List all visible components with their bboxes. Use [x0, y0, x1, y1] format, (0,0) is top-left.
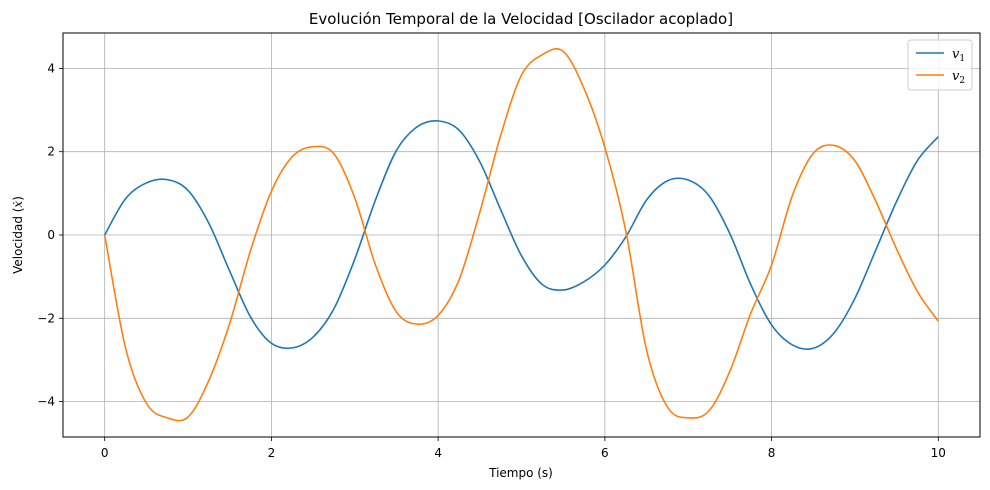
x-tick-label: 10	[931, 446, 946, 460]
y-axis-label-variable: ẋ	[11, 201, 25, 208]
legend-label-name: v	[952, 47, 960, 62]
y-tick-label: −2	[37, 311, 55, 325]
y-axis-label-prefix: Velocidad (	[11, 208, 25, 274]
x-tick-label: 8	[768, 446, 776, 460]
series-layer	[103, 48, 939, 422]
x-tick-label: 2	[268, 446, 276, 460]
x-axis-label: Tiempo (s)	[488, 466, 553, 480]
axis-ticks: 0 2 4 6 8 10 −4 −2 0 2 4	[37, 61, 946, 460]
legend-label: v1	[952, 47, 965, 64]
x-tick-label: 0	[101, 446, 109, 460]
y-axis-label: Velocidad (ẋ)	[11, 196, 25, 274]
y-tick-label: 2	[47, 145, 55, 159]
x-tick-label: 4	[434, 446, 442, 460]
x-tick-label: 6	[601, 446, 609, 460]
y-tick-label: 4	[47, 61, 55, 75]
chart-title: Evolución Temporal de la Velocidad [Osci…	[309, 10, 733, 28]
legend-label: v2	[952, 69, 965, 86]
y-axis-label-suffix: )	[11, 196, 25, 201]
y-tick-label: 0	[47, 228, 55, 242]
legend-label-subscript: 1	[959, 54, 965, 64]
legend-label-subscript: 2	[959, 76, 965, 86]
grid-lines	[63, 33, 980, 437]
legend-label-name: v	[952, 69, 960, 84]
series-line-v2	[103, 48, 939, 422]
y-tick-label: −4	[37, 395, 55, 409]
series-line-v1	[103, 119, 939, 350]
